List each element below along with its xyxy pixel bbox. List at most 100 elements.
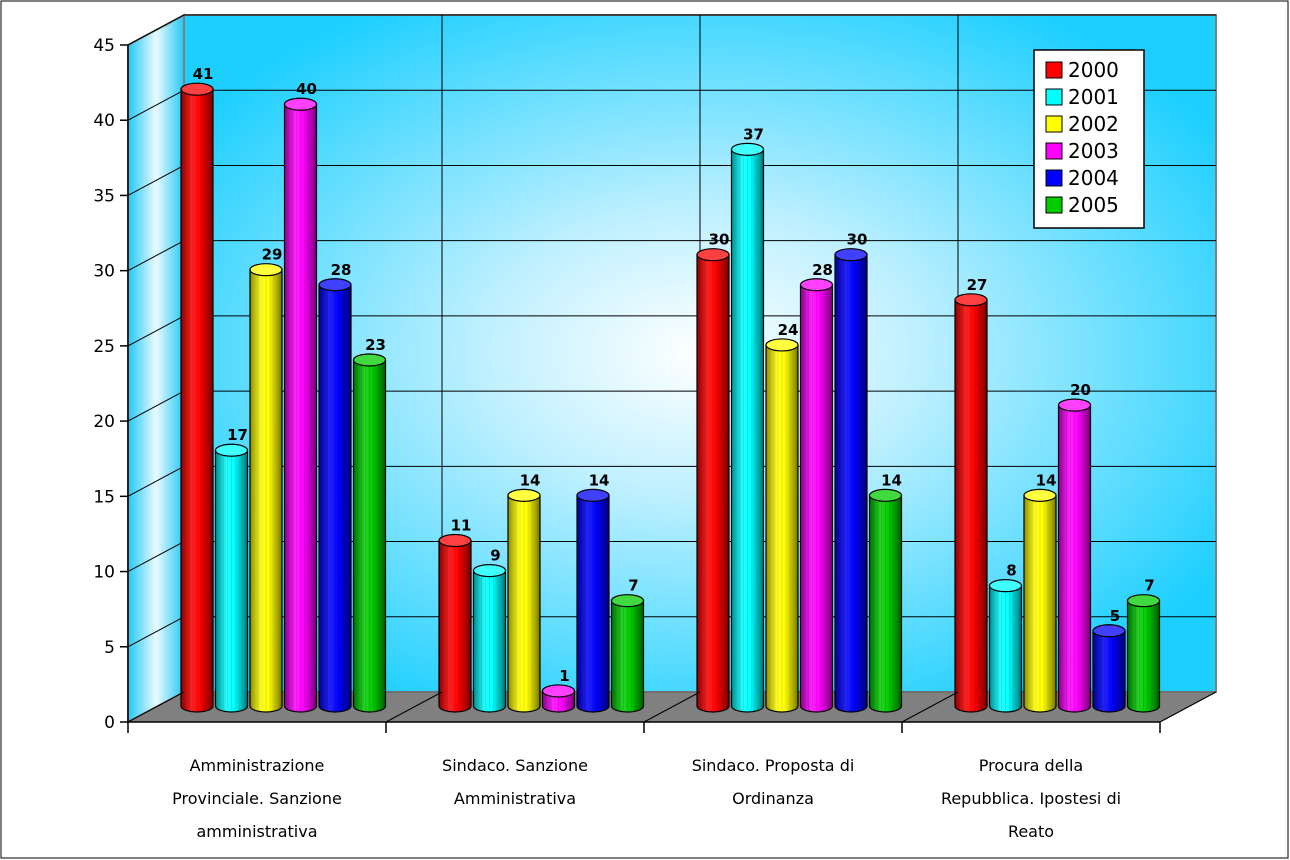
floor-divider [901,691,959,723]
legend-label-2002: 2002 [1068,112,1119,136]
gridline-side [127,541,185,572]
bar-2003 [799,278,834,713]
data-label: 11 [451,517,472,535]
y-tick-label: 15 [93,487,115,507]
bar-top [988,579,1023,593]
bar-2004 [318,278,352,713]
legend-swatch-2004 [1045,169,1063,187]
category-label: Repubblica. Ipostesi di [941,789,1121,808]
data-label: 23 [365,336,386,354]
legend-label-2004: 2004 [1068,166,1119,190]
gridline-side [127,616,185,648]
bar-top [576,488,610,502]
bar-top [283,97,318,111]
data-label: 27 [967,276,988,294]
bar-2005 [1126,594,1161,713]
y-tick-label: 5 [104,638,115,658]
category-label: Provinciale. Sanzione [172,789,342,808]
gridline-side [127,14,185,46]
bar-top [438,533,472,548]
data-label: 30 [709,231,730,249]
floor-divider [643,691,701,723]
category-label: amministrativa [197,822,318,841]
y-tick-label: 0 [104,713,115,733]
data-label: 14 [881,471,902,489]
data-label: 29 [262,246,283,264]
bar-2003 [541,684,576,713]
data-label: 40 [296,80,317,98]
data-label: 7 [1144,577,1154,595]
bar-2001 [730,142,765,713]
data-label: 9 [490,547,500,565]
bar-top [765,338,799,352]
data-label: 28 [812,261,833,279]
legend-swatch-2005 [1045,196,1063,214]
bar-top [472,563,507,578]
bar-top [214,443,249,457]
y-tick-label: 10 [93,563,115,583]
category-label: Amministrazione [190,756,325,775]
category-label: Reato [1008,822,1054,841]
bar-2002 [765,338,799,713]
bar-top [541,684,576,698]
data-label: 14 [1036,471,1057,489]
legend-swatch-2000 [1045,61,1063,79]
gridline-side [127,390,185,422]
bar-2002 [1023,488,1057,713]
gridline-side [127,165,185,196]
category-label: Procura della [979,756,1083,775]
floor-divider [1159,691,1217,723]
bar-top [868,488,903,502]
floor-divider [127,691,185,723]
data-label: 7 [628,577,638,595]
bar-2002 [507,488,541,713]
legend-swatch-2003 [1045,142,1063,160]
gridline-side [127,315,185,347]
data-label: 41 [193,65,214,83]
bar-2000 [696,248,730,713]
bar-2001 [472,563,507,713]
y-tick-label: 20 [93,412,115,432]
bar-top [1057,398,1092,412]
bar-top [1126,594,1161,608]
data-label: 5 [1110,607,1120,625]
data-label: 17 [227,426,248,444]
bar-top [1023,488,1057,502]
bar-2005 [352,353,387,713]
category-label: Ordinanza [732,789,814,808]
bar-top [507,488,541,502]
data-label: 14 [520,471,541,489]
gridline-side [127,465,185,497]
data-label: 37 [743,125,764,143]
bar-2001 [988,579,1023,713]
bar-2004 [576,488,610,713]
y-tick-label: 35 [93,186,115,206]
floor-divider [385,691,443,723]
legend-label-2000: 2000 [1068,58,1119,82]
bar-top [610,594,645,608]
legend-swatch-2001 [1045,88,1063,106]
legend-label-2005: 2005 [1068,193,1119,217]
legend-label-2001: 2001 [1068,85,1119,109]
bar-2005 [868,488,903,713]
legend-swatch-2002 [1045,115,1063,133]
bar-2003 [1057,398,1092,713]
legend-label-2003: 2003 [1068,139,1119,163]
bar-2004 [1092,624,1126,713]
bar-top [249,263,283,277]
bar-top [318,278,352,292]
data-label: 24 [778,321,799,339]
data-label: 1 [559,667,569,685]
bar-top [696,248,730,262]
bar-2005 [610,594,645,713]
bar-2003 [283,97,318,713]
bar-2001 [214,443,249,713]
side-wall [127,13,185,724]
bar-top [834,248,868,262]
category-label: Sindaco. Proposta di [692,756,855,775]
bar-top [799,278,834,292]
bar-top [180,82,214,96]
data-label: 14 [589,471,610,489]
